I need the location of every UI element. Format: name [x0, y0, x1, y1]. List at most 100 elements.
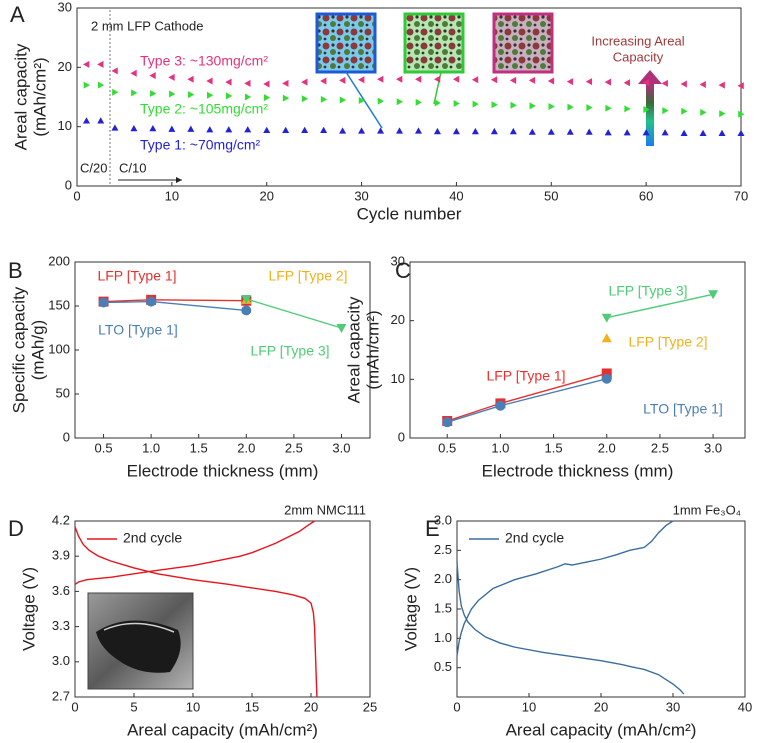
plot-frame	[409, 261, 746, 439]
x-tick-label: 2.5	[651, 440, 669, 455]
series-line	[456, 520, 685, 695]
increase-arrow-head	[638, 70, 662, 84]
data-point	[699, 129, 707, 136]
y-tick-label: 200	[48, 253, 70, 268]
y-tick-label: 150	[48, 297, 70, 312]
data-point	[82, 117, 90, 124]
y-axis-label: Voltage (V)	[401, 567, 420, 651]
x-tick-label: 70	[734, 188, 748, 203]
data-point	[566, 128, 574, 135]
data-point	[320, 77, 327, 85]
panel-label: E	[425, 516, 440, 541]
series-label: Type 1: ~70mg/cm²	[140, 137, 261, 153]
annotation: C/20	[80, 160, 107, 175]
data-point	[491, 101, 498, 109]
data-point	[130, 124, 138, 132]
panel-label: D	[8, 516, 24, 541]
data-point	[471, 127, 479, 135]
data-point	[97, 60, 104, 68]
y-tick-label: 10	[391, 371, 405, 386]
y-axis-label: Areal capacity	[11, 43, 30, 150]
y-tick-label: 2.0	[434, 571, 452, 586]
data-point	[150, 89, 157, 97]
data-point	[207, 91, 214, 99]
data-point	[490, 127, 498, 135]
data-point	[719, 110, 726, 118]
data-point	[442, 417, 453, 428]
y-tick-label: 0	[63, 429, 70, 444]
data-point	[566, 78, 574, 86]
x-tick-label: 15	[245, 699, 259, 714]
x-tick-label: 3.0	[704, 440, 722, 455]
data-point	[301, 78, 308, 86]
data-point	[377, 97, 385, 105]
data-point	[83, 81, 90, 89]
data-point	[604, 78, 611, 86]
data-point	[263, 80, 270, 88]
x-tick-label: 20	[259, 188, 273, 203]
photo-object	[96, 620, 181, 673]
data-point	[548, 102, 555, 110]
data-point	[547, 77, 555, 85]
y-axis-label: (mAh/cm²)	[30, 57, 49, 136]
data-point	[168, 125, 176, 132]
inset-images	[315, 12, 554, 74]
panel-title: 1mm Fe₃O₄	[673, 502, 741, 517]
x-tick-label: 50	[544, 188, 558, 203]
series-label: LFP [Type 1]	[97, 268, 176, 284]
x-tick-label: 0	[453, 699, 460, 714]
data-point	[699, 81, 706, 89]
data-point	[624, 105, 631, 113]
y-tick-label: 100	[48, 341, 70, 356]
data-point	[605, 104, 612, 112]
data-point	[377, 75, 384, 83]
data-point	[471, 76, 479, 84]
data-point	[604, 129, 612, 136]
x-tick-label: 0.5	[438, 440, 456, 455]
data-point	[643, 105, 650, 113]
data-point	[168, 73, 175, 81]
y-tick-label: 1.5	[434, 600, 452, 615]
panel-label: B	[8, 258, 23, 283]
data-point	[528, 76, 536, 84]
data-point	[661, 79, 668, 87]
x-tick-label: 10	[165, 188, 179, 203]
data-point	[509, 127, 517, 135]
data-point	[130, 69, 137, 77]
series-line	[447, 378, 607, 423]
data-point	[111, 67, 118, 75]
data-point	[586, 104, 593, 112]
y-axis-label: Voltage (V)	[19, 567, 38, 651]
panel-title: 2mm NMC111	[284, 502, 366, 517]
rate-arrow-head	[176, 177, 182, 183]
annotation: C/10	[119, 160, 146, 175]
data-point	[339, 76, 346, 84]
data-point	[225, 126, 233, 133]
data-point	[509, 76, 517, 84]
data-point	[623, 79, 630, 87]
data-point	[244, 79, 251, 87]
data-point	[225, 92, 233, 100]
y-tick-label: 20	[58, 59, 72, 74]
data-point	[453, 100, 460, 108]
y-tick-label: 3.6	[52, 583, 70, 598]
y-axis-label: (mAh/cm²)	[363, 310, 382, 389]
data-point	[623, 129, 631, 136]
data-point	[320, 126, 328, 134]
data-point	[187, 125, 195, 132]
y-tick-label: 50	[56, 385, 70, 400]
legend-label: 2nd cycle	[123, 530, 182, 546]
x-axis-label: Areal capacity (mAh/cm²)	[127, 720, 318, 739]
annotation: Capacity	[613, 49, 664, 64]
inset-image	[403, 12, 465, 74]
data-point	[452, 127, 460, 135]
x-tick-label: 20	[304, 699, 318, 714]
data-point	[642, 79, 649, 87]
data-point	[547, 128, 555, 135]
y-axis-label: Specific capacity	[9, 286, 28, 413]
data-point	[206, 126, 214, 133]
data-point	[472, 100, 479, 108]
legend-label: 2nd cycle	[505, 530, 564, 546]
data-point	[301, 95, 309, 103]
